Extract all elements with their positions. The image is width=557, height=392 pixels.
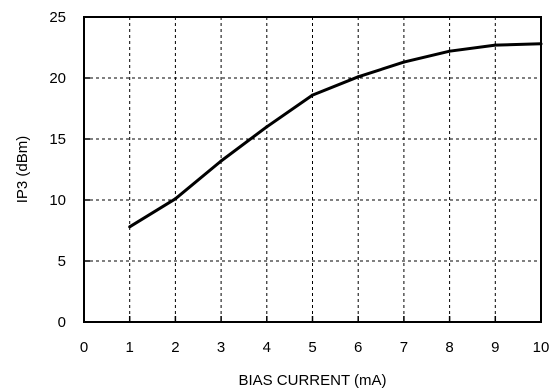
y-axis-title: IP3 (dBm)	[14, 136, 31, 204]
data-point	[448, 49, 452, 53]
x-tick-label: 10	[533, 339, 550, 356]
data-point	[493, 43, 497, 47]
data-point	[356, 75, 360, 79]
x-tick-label: 6	[354, 339, 362, 356]
data-point	[311, 93, 314, 97]
tick-marks	[83, 16, 542, 323]
x-tick-label: 8	[445, 339, 453, 356]
y-tick-label: 10	[49, 192, 66, 209]
data-point	[173, 197, 177, 201]
x-tick-label: 1	[126, 339, 134, 356]
series-line	[128, 42, 542, 229]
x-tick-label: 3	[217, 339, 225, 356]
data-point	[265, 125, 269, 129]
grid	[84, 17, 541, 322]
x-tick-label: 2	[171, 339, 179, 356]
y-tick-label: 5	[58, 253, 66, 270]
x-tick-label: 5	[308, 339, 316, 356]
y-tick-label: 25	[49, 9, 66, 26]
data-point	[128, 225, 132, 229]
x-tick-label: 0	[80, 339, 88, 356]
x-tick-labels: 0 1 2 3 4 5 6 7 8 9 10	[80, 339, 550, 356]
y-tick-label: 20	[49, 70, 66, 87]
data-point	[402, 60, 406, 64]
y-tick-label: 0	[58, 314, 66, 331]
series	[128, 42, 543, 229]
x-tick-label: 7	[400, 339, 408, 356]
data-point	[539, 42, 543, 46]
x-tick-label: 9	[491, 339, 499, 356]
y-tick-labels: 0 5 10 15 20 25	[49, 9, 66, 331]
y-tick-label: 15	[49, 131, 66, 148]
x-axis-title: BIAS CURRENT (mA)	[238, 372, 386, 389]
data-point	[219, 159, 223, 163]
x-tick-label: 4	[263, 339, 271, 356]
